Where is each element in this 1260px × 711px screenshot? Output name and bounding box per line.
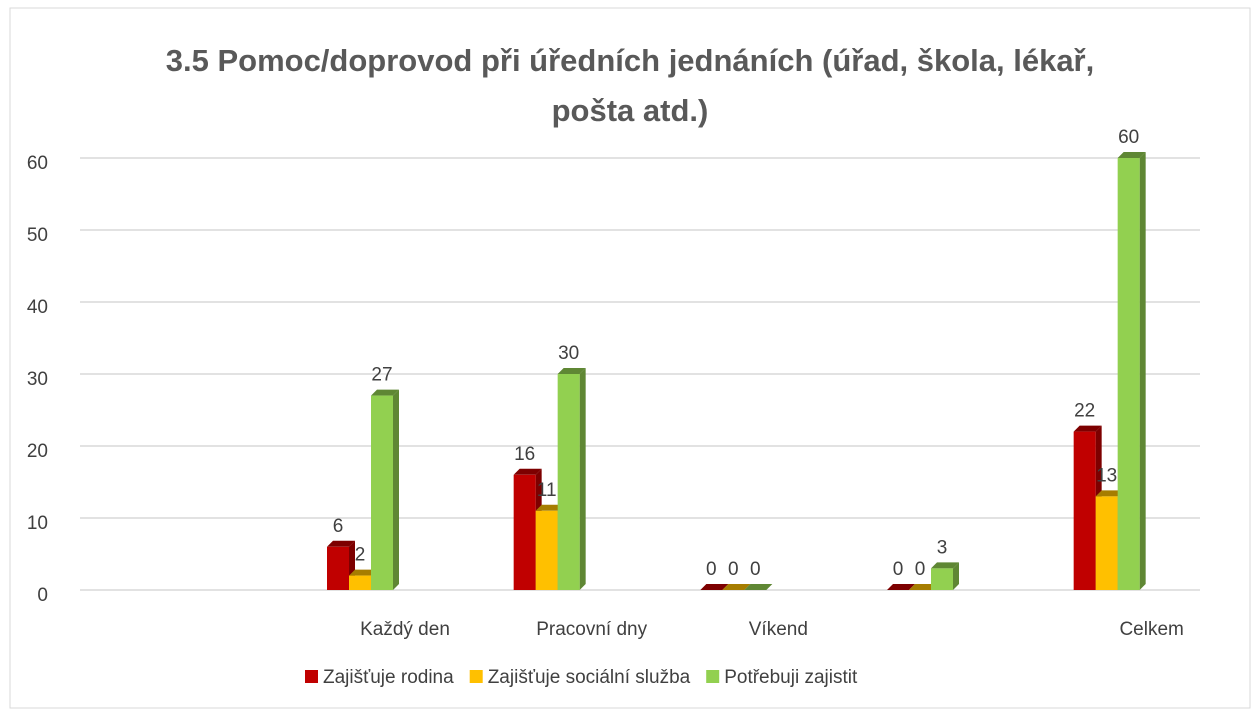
data-label: 27 xyxy=(371,365,392,386)
bar-top xyxy=(931,562,959,569)
bar xyxy=(371,395,393,590)
y-tick-label: 20 xyxy=(27,441,48,462)
bar-top xyxy=(1095,490,1124,497)
bar-side xyxy=(953,562,959,590)
bar-top xyxy=(1073,425,1102,432)
data-label: 30 xyxy=(558,343,579,364)
bar xyxy=(349,575,371,590)
y-tick-label: 0 xyxy=(37,585,48,606)
legend-swatch xyxy=(305,670,318,683)
data-label: 16 xyxy=(514,444,535,465)
data-label: 11 xyxy=(537,480,557,501)
bar xyxy=(535,510,558,590)
y-tick-label: 40 xyxy=(27,297,48,318)
data-label: 13 xyxy=(1096,465,1117,486)
legend-swatch xyxy=(469,670,483,683)
bar-top xyxy=(887,584,915,590)
data-label: 0 xyxy=(728,559,739,580)
bar-top xyxy=(327,540,355,547)
data-label: 0 xyxy=(706,559,717,580)
bar xyxy=(1095,496,1118,590)
data-label: 0 xyxy=(893,559,904,580)
bar xyxy=(931,568,953,590)
x-tick-label: Víkend xyxy=(749,619,808,640)
chart-border xyxy=(9,7,1251,709)
bar-top xyxy=(535,504,564,511)
bar-top xyxy=(1117,152,1146,158)
legend-swatch xyxy=(706,670,720,683)
bar-top xyxy=(744,584,773,590)
legend-label: Zajišťuje rodina xyxy=(323,667,454,688)
data-label: 2 xyxy=(355,545,366,566)
bar-top xyxy=(349,569,377,576)
x-tick-label: Každý den xyxy=(360,619,450,640)
bar-top xyxy=(909,584,937,590)
data-label: 0 xyxy=(750,559,761,580)
data-label: 3 xyxy=(937,537,948,558)
bar xyxy=(1117,158,1140,590)
bar-top xyxy=(371,389,399,396)
legend-label: Potřebuji zajistit xyxy=(724,667,858,688)
bar xyxy=(1073,431,1096,590)
data-label: 0 xyxy=(915,559,926,580)
x-tick-label: Pracovní dny xyxy=(536,619,647,640)
bar-top xyxy=(722,584,751,590)
bar xyxy=(557,374,580,590)
bar-top xyxy=(513,468,542,475)
bar xyxy=(513,474,536,590)
data-label: 6 xyxy=(333,516,344,537)
x-tick-label: Celkem xyxy=(1119,619,1183,640)
y-tick-label: 10 xyxy=(27,513,48,534)
y-tick-label: 60 xyxy=(27,153,48,174)
bar xyxy=(327,546,349,590)
y-tick-label: 30 xyxy=(27,369,48,390)
bar-side xyxy=(1139,152,1146,590)
bar-side xyxy=(393,389,399,590)
legend-label: Zajišťuje sociální služba xyxy=(488,667,691,688)
data-label: 60 xyxy=(1118,127,1139,148)
data-label: 22 xyxy=(1074,401,1095,422)
y-tick-label: 50 xyxy=(27,225,48,246)
chart-title: 3.5 Pomoc/doprovod při úředních jednáníc… xyxy=(165,43,1095,128)
bar-top xyxy=(700,584,729,590)
bar-side xyxy=(579,368,586,590)
bar-top xyxy=(557,368,586,374)
